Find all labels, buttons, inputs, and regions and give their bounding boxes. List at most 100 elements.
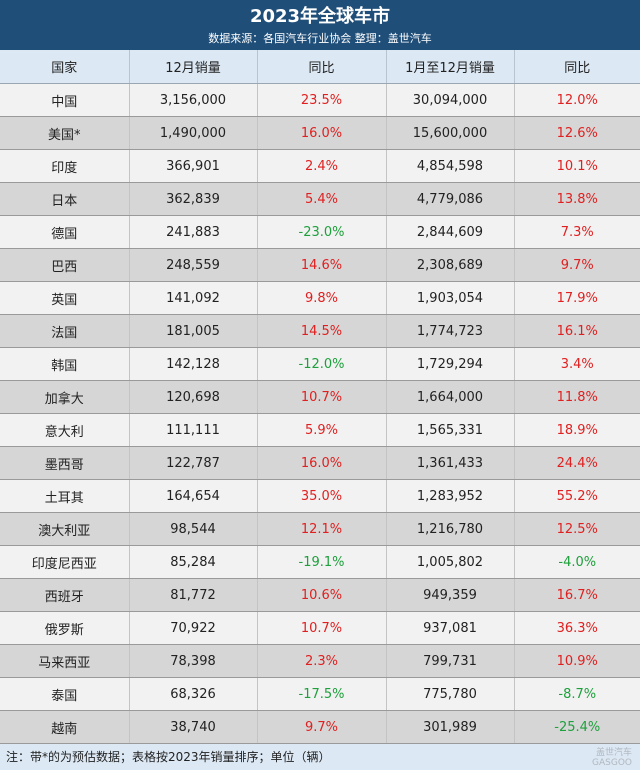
- cell-dec-yoy: 10.7%: [257, 380, 387, 414]
- cell-country: 土耳其: [0, 479, 130, 513]
- cell-country: 日本: [0, 182, 130, 216]
- cell-dec-yoy: 5.4%: [257, 182, 387, 216]
- page-title: 2023年全球车市: [249, 6, 391, 27]
- cell-ytd-yoy: 24.4%: [514, 446, 640, 480]
- cell-ytd-yoy: 36.3%: [514, 611, 640, 645]
- table-row: 英国 141,092 9.8% 1,903,054 17.9%: [0, 281, 640, 315]
- cell-ytd-yoy: 11.8%: [514, 380, 640, 414]
- column-header-ytd-sales: 1月至12月销量: [386, 50, 515, 84]
- table-body: 中国 3,156,000 23.5% 30,094,000 12.0% 美国* 1,490,…: [0, 83, 640, 744]
- cell-ytd-yoy: 18.9%: [514, 413, 640, 447]
- cell-ytd-yoy: 17.9%: [514, 281, 640, 315]
- cell-ytd-yoy: 10.1%: [514, 149, 640, 183]
- cell-dec-yoy: -17.5%: [257, 677, 387, 711]
- cell-dec-sales: 68,326: [129, 677, 258, 711]
- cell-country: 泰国: [0, 677, 130, 711]
- cell-dec-sales: 98,544: [129, 512, 258, 546]
- cell-dec-yoy: 16.0%: [257, 116, 387, 150]
- cell-ytd-yoy: 12.5%: [514, 512, 640, 546]
- cell-ytd-sales: 1,664,000: [386, 380, 515, 414]
- cell-dec-sales: 120,698: [129, 380, 258, 414]
- table-row: 韩国 142,128 -12.0% 1,729,294 3.4%: [0, 347, 640, 381]
- cell-dec-sales: 122,787: [129, 446, 258, 480]
- table-row: 印度 366,901 2.4% 4,854,598 10.1%: [0, 149, 640, 183]
- cell-ytd-sales: 1,565,331: [386, 413, 515, 447]
- cell-dec-yoy: 14.6%: [257, 248, 387, 282]
- table-row: 巴西 248,559 14.6% 2,308,689 9.7%: [0, 248, 640, 282]
- cell-dec-sales: 1,490,000: [129, 116, 258, 150]
- cell-dec-yoy: -12.0%: [257, 347, 387, 381]
- table-header-row: 国家 12月销量 同比 1月至12月销量 同比: [0, 50, 640, 84]
- cell-ytd-yoy: 55.2%: [514, 479, 640, 513]
- cell-ytd-sales: 15,600,000: [386, 116, 515, 150]
- cell-country: 印度尼西亚: [0, 545, 130, 579]
- column-header-dec-yoy: 同比: [257, 50, 387, 84]
- cell-country: 德国: [0, 215, 130, 249]
- cell-ytd-yoy: -25.4%: [514, 710, 640, 744]
- cell-country: 英国: [0, 281, 130, 315]
- cell-dec-sales: 81,772: [129, 578, 258, 612]
- cell-country: 澳大利亚: [0, 512, 130, 546]
- page-subtitle: 数据来源：各国汽车行业协会 整理：盖世汽车: [208, 32, 432, 45]
- cell-country: 西班牙: [0, 578, 130, 612]
- cell-ytd-sales: 1,729,294: [386, 347, 515, 381]
- cell-ytd-sales: 30,094,000: [386, 83, 515, 117]
- table-row: 墨西哥 122,787 16.0% 1,361,433 24.4%: [0, 446, 640, 480]
- cell-country: 意大利: [0, 413, 130, 447]
- cell-ytd-sales: 799,731: [386, 644, 515, 678]
- cell-dec-sales: 85,284: [129, 545, 258, 579]
- column-header-dec-sales: 12月销量: [129, 50, 258, 84]
- table-row: 澳大利亚 98,544 12.1% 1,216,780 12.5%: [0, 512, 640, 546]
- cell-dec-yoy: 35.0%: [257, 479, 387, 513]
- cell-ytd-yoy: 10.9%: [514, 644, 640, 678]
- table-row: 美国* 1,490,000 16.0% 15,600,000 12.6%: [0, 116, 640, 150]
- cell-country: 中国: [0, 83, 130, 117]
- cell-ytd-yoy: 16.1%: [514, 314, 640, 348]
- cell-dec-yoy: 10.7%: [257, 611, 387, 645]
- cell-ytd-sales: 775,780: [386, 677, 515, 711]
- cell-country: 马来西亚: [0, 644, 130, 678]
- cell-dec-sales: 141,092: [129, 281, 258, 315]
- cell-dec-yoy: 14.5%: [257, 314, 387, 348]
- cell-dec-sales: 248,559: [129, 248, 258, 282]
- table-row: 越南 38,740 9.7% 301,989 -25.4%: [0, 710, 640, 744]
- cell-ytd-sales: 1,216,780: [386, 512, 515, 546]
- watermark-logo: 盖世汽车 GASGOO: [592, 748, 632, 768]
- cell-ytd-sales: 301,989: [386, 710, 515, 744]
- cell-dec-yoy: 16.0%: [257, 446, 387, 480]
- table-header-banner: 2023年全球车市 数据来源：各国汽车行业协会 整理：盖世汽车: [0, 0, 640, 50]
- cell-ytd-yoy: 16.7%: [514, 578, 640, 612]
- cell-dec-sales: 38,740: [129, 710, 258, 744]
- cell-dec-yoy: -23.0%: [257, 215, 387, 249]
- cell-ytd-sales: 1,774,723: [386, 314, 515, 348]
- cell-dec-sales: 142,128: [129, 347, 258, 381]
- sales-table: 国家 12月销量 同比 1月至12月销量 同比 中国 3,156,000 23.5%…: [0, 50, 640, 744]
- table-row: 日本 362,839 5.4% 4,779,086 13.8%: [0, 182, 640, 216]
- table-row: 印度尼西亚 85,284 -19.1% 1,005,802 -4.0%: [0, 545, 640, 579]
- cell-dec-sales: 70,922: [129, 611, 258, 645]
- cell-dec-sales: 164,654: [129, 479, 258, 513]
- cell-dec-yoy: 10.6%: [257, 578, 387, 612]
- cell-dec-sales: 78,398: [129, 644, 258, 678]
- cell-ytd-yoy: 13.8%: [514, 182, 640, 216]
- cell-ytd-sales: 4,779,086: [386, 182, 515, 216]
- cell-ytd-sales: 1,005,802: [386, 545, 515, 579]
- cell-country: 印度: [0, 149, 130, 183]
- cell-country: 美国*: [0, 116, 130, 150]
- cell-dec-yoy: 5.9%: [257, 413, 387, 447]
- cell-dec-sales: 366,901: [129, 149, 258, 183]
- footer-note: 注：带*的为预估数据；表格按2023年销量排序；单位（辆）: [6, 750, 331, 764]
- cell-ytd-yoy: -4.0%: [514, 545, 640, 579]
- cell-country: 越南: [0, 710, 130, 744]
- cell-ytd-sales: 937,081: [386, 611, 515, 645]
- cell-dec-yoy: 23.5%: [257, 83, 387, 117]
- cell-ytd-sales: 949,359: [386, 578, 515, 612]
- cell-dec-yoy: -19.1%: [257, 545, 387, 579]
- table-row: 加拿大 120,698 10.7% 1,664,000 11.8%: [0, 380, 640, 414]
- cell-dec-yoy: 2.4%: [257, 149, 387, 183]
- cell-ytd-sales: 1,283,952: [386, 479, 515, 513]
- cell-dec-yoy: 2.3%: [257, 644, 387, 678]
- cell-country: 法国: [0, 314, 130, 348]
- table-row: 法国 181,005 14.5% 1,774,723 16.1%: [0, 314, 640, 348]
- cell-ytd-sales: 4,854,598: [386, 149, 515, 183]
